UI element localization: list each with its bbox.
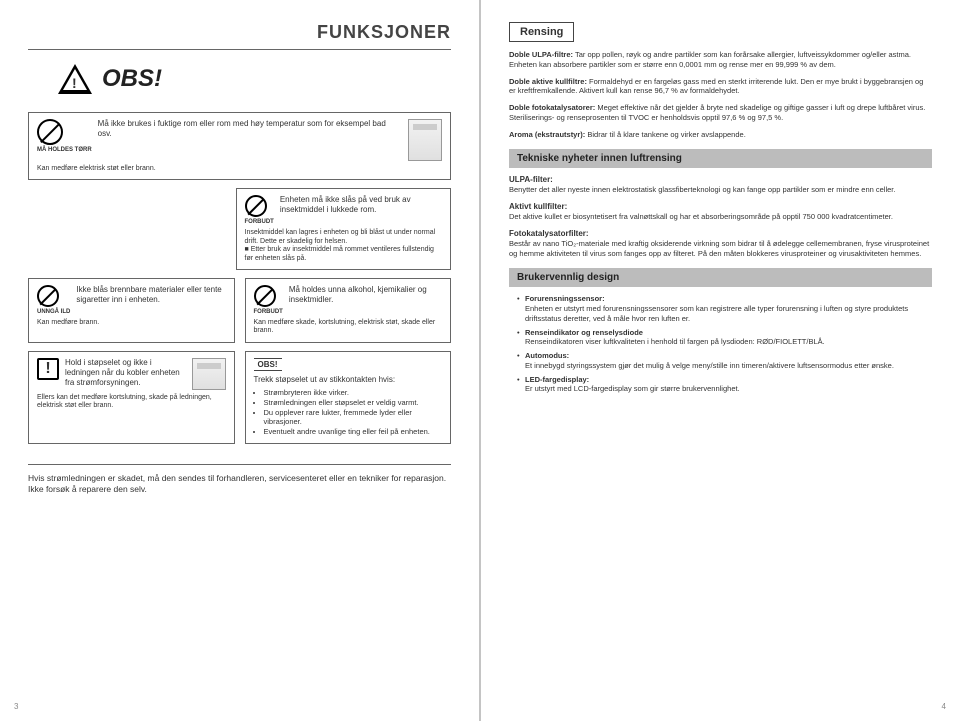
prohibit-icon bbox=[254, 285, 276, 307]
warning-triangle-icon: ! bbox=[58, 64, 92, 94]
box-caption: Insektmiddel kan lagres i enheten og bli… bbox=[245, 229, 443, 263]
item-body: Enheten er utstyrt med forurensningssens… bbox=[525, 304, 908, 323]
box-caption: Kan medføre skade, kortslutning, elektri… bbox=[254, 319, 443, 336]
footer-note: Hvis strømledningen er skadet, må den se… bbox=[28, 464, 451, 496]
list-item: LED-fargedisplay:Er utstyrt med LCD-farg… bbox=[517, 375, 932, 395]
band-tech: Tekniske nyheter innen luftrensing bbox=[509, 149, 932, 168]
list-item: Du opplever rare lukter, fremmede lyder … bbox=[264, 408, 443, 426]
page-number: 3 bbox=[14, 702, 18, 711]
list-item: Forurensningssensor:Enheten er utstyrt m… bbox=[517, 294, 932, 323]
para-label: Doble fotokatalysatorer: bbox=[509, 103, 595, 112]
para-aroma: Aroma (ekstrautstyr): Bidrar til å klare… bbox=[509, 130, 932, 140]
page-left: FUNKSJONER ! OBS! MÅ HOLDES TØRR Må ikke… bbox=[0, 0, 479, 721]
box-text: Må ikke brukes i fuktige rom eller rom m… bbox=[98, 119, 402, 139]
prohibit-icon bbox=[245, 195, 267, 217]
sub-ulpa: ULPA-filter: bbox=[509, 175, 932, 184]
item-title: LED-fargedisplay: bbox=[525, 375, 589, 384]
box-caption: Kan medføre elektrisk støt eller brann. bbox=[37, 165, 442, 173]
para-foto: Doble fotokatalysatorer: Meget effektive… bbox=[509, 103, 932, 123]
caption-text: Insektmiddel kan lagres i enheten og bli… bbox=[245, 229, 436, 244]
design-list: Forurensningssensor:Enheten er utstyrt m… bbox=[517, 294, 932, 394]
spread: FUNKSJONER ! OBS! MÅ HOLDES TØRR Må ikke… bbox=[0, 0, 960, 721]
warning-box-chemicals: FORBUDT Må holdes unna alkohol, kjemikal… bbox=[245, 278, 452, 343]
prohibit-icon bbox=[37, 119, 63, 145]
page-title: FUNKSJONER bbox=[28, 22, 451, 50]
lead-text: Trekk støpselet ut av stikkontakten hvis… bbox=[254, 375, 443, 385]
sub-kull: Aktivt kullfilter: bbox=[509, 202, 932, 211]
caption-bullet: Etter bruk av insektmiddel må rommet ven… bbox=[245, 246, 434, 261]
warning-box-insecticide: FORBUDT Enheten må ikke slås på ved bruk… bbox=[236, 188, 452, 270]
item-title: Automodus: bbox=[525, 351, 569, 360]
para-ulpa: Doble ULPA-filtre: Tar opp pollen, røyk … bbox=[509, 50, 932, 70]
item-body: Renseindikatoren viser luftkvaliteten i … bbox=[525, 337, 825, 346]
obs-heading: OBS! bbox=[102, 65, 162, 93]
para-label: Doble ULPA-filtre: bbox=[509, 50, 573, 59]
list-item: Strømbryteren ikke virker. bbox=[264, 388, 443, 397]
list-item: Renseindikator og renselysdiodeRenseindi… bbox=[517, 328, 932, 348]
item-title: Forurensningssensor: bbox=[525, 294, 605, 303]
item-title: Renseindikator og renselysdiode bbox=[525, 328, 643, 337]
device-illustration bbox=[408, 119, 442, 161]
box-text: Må holdes unna alkohol, kjemikalier og i… bbox=[289, 285, 442, 305]
unplug-list: Strømbryteren ikke virker. Strømledninge… bbox=[264, 388, 443, 436]
warning-box-damp: MÅ HOLDES TØRR Må ikke brukes i fuktige … bbox=[28, 112, 451, 180]
box-text: Hold i støpselet og ikke i ledningen når… bbox=[65, 358, 186, 388]
warning-box-unplug: OBS! Trekk støpselet ut av stikkontakten… bbox=[245, 351, 452, 444]
obs-banner: ! OBS! bbox=[28, 64, 451, 94]
box-caption: Ellers kan det medføre kortslutning, ska… bbox=[37, 394, 226, 411]
list-item: Automodus:Et innebygd styringssystem gjø… bbox=[517, 351, 932, 371]
sublabel: MÅ HOLDES TØRR bbox=[37, 147, 92, 153]
box-text: Enheten må ikke slås på ved bruk av inse… bbox=[280, 195, 442, 215]
prohibit-icon bbox=[37, 285, 59, 307]
mandatory-icon: ! bbox=[37, 358, 59, 380]
sublabel: FORBUDT bbox=[254, 309, 283, 315]
band-design: Brukervennlig design bbox=[509, 268, 932, 287]
obs-tag: OBS! bbox=[254, 358, 282, 371]
page-right: Rensing Doble ULPA-filtre: Tar opp polle… bbox=[481, 0, 960, 721]
sub-foto: Fotokatalysatorfilter: bbox=[509, 229, 932, 238]
item-body: Et innebygd styringssystem gjør det muli… bbox=[525, 361, 894, 370]
section-heading: Rensing bbox=[509, 22, 574, 42]
body-ulpa: Benytter det aller nyeste innen elektros… bbox=[509, 185, 932, 195]
sublabel: UNNGÅ ILD bbox=[37, 309, 70, 315]
box-caption: Kan medføre brann. bbox=[37, 319, 226, 327]
plug-illustration bbox=[192, 358, 226, 390]
item-body: Er utstyrt med LCD-fargedisplay som gir … bbox=[525, 384, 740, 393]
para-label: Aroma (ekstrautstyr): bbox=[509, 130, 585, 139]
sublabel: FORBUDT bbox=[245, 219, 274, 225]
body-kull: Det aktive kullet er biosyntetisert fra … bbox=[509, 212, 932, 222]
para-label: Doble aktive kullfiltre: bbox=[509, 77, 587, 86]
para-body: Bidrar til å klare tankene og virker avs… bbox=[585, 130, 746, 139]
warning-box-fire: UNNGÅ ILD Ikke blås brennbare materialer… bbox=[28, 278, 235, 343]
warning-box-plug: ! Hold i støpselet og ikke i ledningen n… bbox=[28, 351, 235, 444]
box-text: Ikke blås brennbare materialer eller ten… bbox=[76, 285, 225, 305]
body-foto: Består av nano TiO₂-materiale med krafti… bbox=[509, 239, 932, 259]
list-item: Strømledningen eller støpselet er veldig… bbox=[264, 398, 443, 407]
list-item: Eventuelt andre uvanlige ting eller feil… bbox=[264, 427, 443, 436]
page-number: 4 bbox=[942, 702, 946, 711]
para-kull: Doble aktive kullfiltre: Formaldehyd er … bbox=[509, 77, 932, 97]
